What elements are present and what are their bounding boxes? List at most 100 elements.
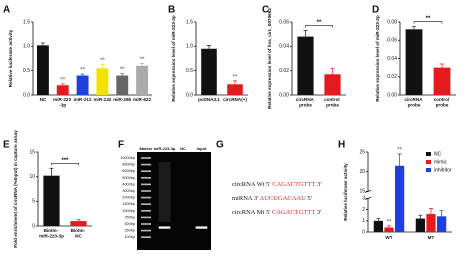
- significance: **: [426, 16, 431, 22]
- x-tick-label: control probe: [324, 97, 341, 108]
- y-tick-label: 15: [29, 149, 35, 155]
- x-tick-label: circRNA(+): [223, 97, 247, 102]
- y-axis-label: Relative expression level of miR-223-3p: [375, 15, 380, 101]
- significance: **: [100, 58, 105, 64]
- bar: [395, 165, 405, 232]
- sequence-line: circRNA Mt 5' CAGACTGTTT 3': [232, 209, 321, 216]
- y-tick-label: 25: [359, 149, 365, 155]
- ladder-band: [141, 196, 151, 199]
- bar: [76, 75, 89, 95]
- bar: [227, 84, 243, 95]
- bar: [96, 68, 109, 95]
- y-axis-label: Relative expression level of hsa_circ_00…: [267, 8, 272, 109]
- error-bar: [429, 208, 433, 215]
- ladder-band: [141, 223, 151, 225]
- y-tick-label: 3: [362, 196, 365, 202]
- bracket: [413, 21, 443, 24]
- error-bar: [397, 153, 402, 166]
- ladder-band: [141, 157, 151, 159]
- ladder-label: 6000bp: [122, 169, 135, 173]
- panel-label: B: [168, 5, 175, 16]
- x-tick-label: Biotin- NC: [71, 228, 87, 239]
- ladder-band: [141, 170, 151, 172]
- sequence-prefix: circRNA Mt 5': [232, 209, 272, 216]
- sequence-line: miRNA 3' AUCUGACAAU 5': [232, 195, 312, 202]
- ladder-band: [141, 236, 151, 238]
- sequence-suffix: 3': [315, 181, 321, 188]
- legend-label: NC: [434, 151, 442, 157]
- error-bar: [233, 80, 237, 85]
- error-bar: [40, 42, 45, 46]
- panel-label: H: [338, 140, 345, 151]
- ladder-band: [141, 163, 151, 166]
- error-bar: [387, 225, 391, 228]
- significance: **: [387, 219, 392, 225]
- sequence-seed: CAGACTGTTT: [272, 181, 315, 188]
- ladder-label: 10000bp: [120, 156, 135, 160]
- x-tick-label: miR-132: [93, 97, 111, 102]
- bar: [201, 48, 217, 95]
- panel-label: D: [372, 5, 379, 16]
- ladder-label: 1000bp: [122, 209, 135, 213]
- error-bar: [418, 214, 423, 219]
- sequence-prefix: circRNA Wt 5': [232, 181, 272, 188]
- y-tick-label: 0.06: [387, 38, 397, 44]
- y-tick-label: 0.0: [23, 92, 30, 98]
- sequence-line: circRNA Wt 5' CAGACTGTTT 3': [232, 181, 322, 188]
- bar: [415, 218, 425, 232]
- x-tick-label: miR-212: [74, 97, 92, 102]
- error-bar: [100, 63, 105, 69]
- x-tick-label: NC: [40, 97, 47, 102]
- significance: ***: [61, 158, 69, 164]
- y-axis-label: Relative expression level of miR-223-3p: [171, 15, 176, 101]
- ladder-label: 5000bp: [122, 176, 135, 180]
- y-tick-label: 0.02: [387, 74, 397, 80]
- bar: [56, 85, 69, 95]
- bar: [136, 65, 149, 95]
- lane-label: Marker: [139, 146, 153, 151]
- bar: [373, 220, 383, 232]
- legend-swatch: [426, 152, 431, 156]
- bar: [297, 36, 314, 95]
- panel-label: E: [3, 140, 10, 151]
- significance: **: [397, 148, 402, 154]
- y-tick-label: 0.00: [387, 92, 397, 98]
- lane-label: Input: [197, 146, 207, 151]
- ladder-band: [141, 190, 151, 192]
- error-bar: [76, 219, 81, 222]
- y-axis-label: Relative luciferase activity: [8, 29, 13, 87]
- y-tick-label: 0.04: [279, 44, 289, 50]
- y-tick-label: 0.5: [186, 68, 193, 74]
- significance: **: [317, 20, 322, 26]
- x-tick-label: miR-223 -3p: [53, 97, 72, 108]
- y-tick-label: 0.0: [186, 92, 193, 98]
- y-tick-label: 15: [359, 189, 365, 195]
- x-tick-label: miR-622: [133, 97, 151, 102]
- significance: **: [140, 57, 145, 63]
- bar: [433, 67, 451, 95]
- bar: [324, 74, 341, 95]
- bar: [43, 175, 60, 226]
- ladder-label: 750bp: [124, 215, 135, 219]
- y-tick-label: 1.0: [23, 44, 30, 50]
- x-tick-label: miR-29b: [113, 97, 131, 102]
- error-bar: [330, 67, 335, 75]
- ladder-band: [141, 183, 151, 186]
- error-bar: [60, 83, 65, 86]
- significance: **: [233, 74, 238, 80]
- ladder-label: 1500bp: [122, 202, 135, 206]
- ladder-band: [141, 203, 151, 205]
- bracket: [305, 25, 333, 28]
- panel-label: G: [216, 140, 224, 151]
- x-tick-label: circRNA probe: [404, 97, 423, 108]
- y-tick-label: 0.06: [279, 19, 289, 25]
- y-tick-label: 1.0: [186, 44, 193, 50]
- sample-band: [195, 226, 208, 229]
- significance: **: [60, 77, 65, 83]
- legend-label: mimic: [434, 159, 448, 165]
- panel-label: F: [118, 140, 124, 151]
- ladder-band: [141, 177, 151, 179]
- gel-image: [137, 152, 211, 250]
- y-axis-label: Fold enrichment of circRNA (%Input) in c…: [13, 130, 18, 248]
- y-tick-label: 20: [359, 169, 365, 175]
